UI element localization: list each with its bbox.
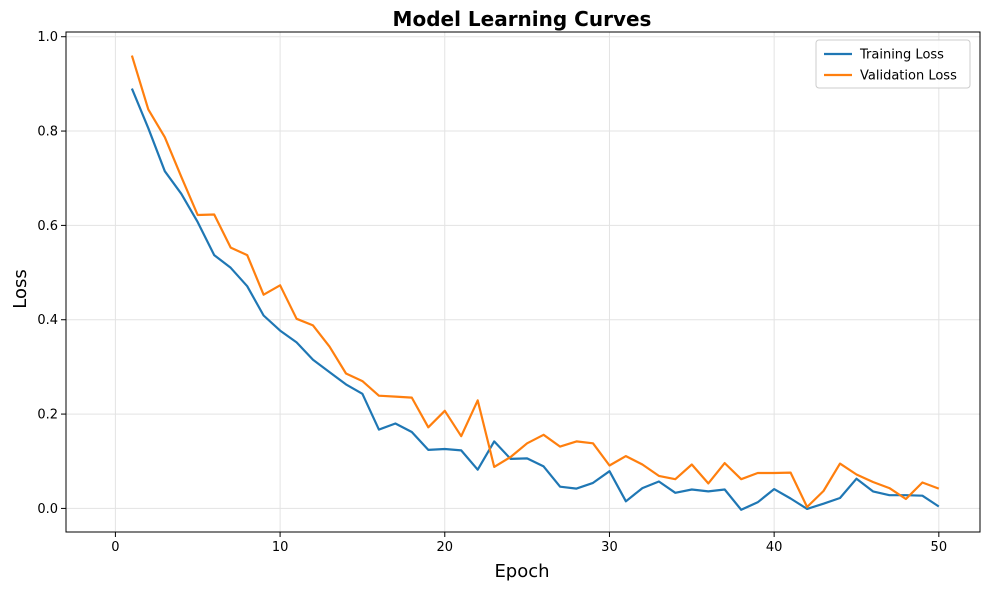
- series-lines: [130, 55, 940, 511]
- training-loss-line: [130, 88, 940, 511]
- validation-loss-line: [130, 55, 940, 509]
- chart-title: Model Learning Curves: [393, 7, 652, 31]
- x-tick-label: 40: [766, 540, 783, 555]
- x-tick-label: 20: [437, 540, 454, 555]
- legend-box: [815, 39, 971, 89]
- y-tick-label: 0.2: [37, 408, 58, 423]
- y-tick-label: 0.0: [37, 502, 58, 517]
- plot-frame: [65, 31, 981, 533]
- y-axis-label: Loss: [10, 269, 31, 308]
- x-tick-label: 30: [601, 540, 618, 555]
- x-tick-label: 50: [931, 540, 948, 555]
- y-tick-label: 0.4: [37, 313, 58, 328]
- training-loss-legend-label: Training Loss: [859, 48, 944, 63]
- grid: [66, 32, 980, 532]
- x-tick-label: 10: [272, 540, 289, 555]
- x-axis-label: Epoch: [494, 561, 549, 582]
- y-tick-label: 0.8: [37, 125, 58, 140]
- legend: Training Loss Validation Loss: [815, 39, 971, 89]
- y-tick-label: 1.0: [37, 30, 58, 45]
- y-tick-label: 0.6: [37, 219, 58, 234]
- axis-ticks: 0 10 20 30 40 50 0.0 0.2 0.4 0.6 0.8 1.0: [37, 30, 947, 555]
- x-tick-label: 0: [111, 540, 119, 555]
- validation-loss-legend-label: Validation Loss: [860, 69, 957, 84]
